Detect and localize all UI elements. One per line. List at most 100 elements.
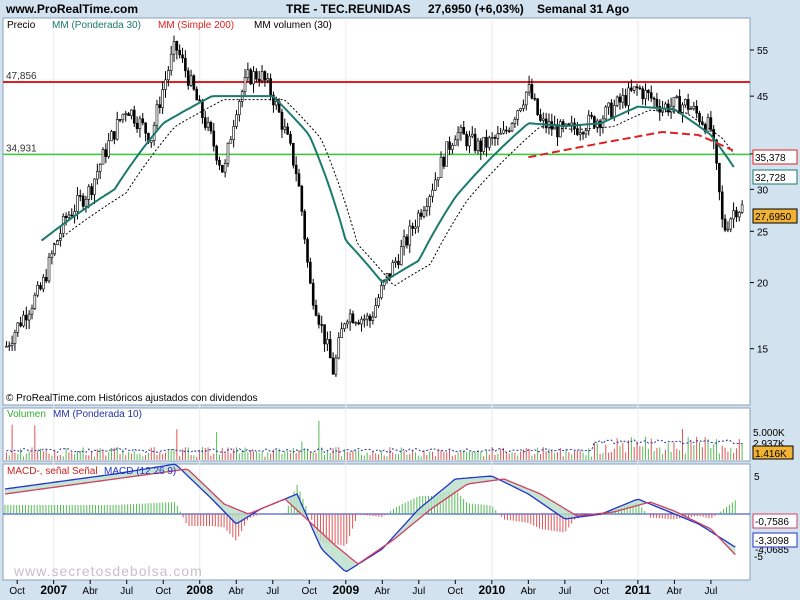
price-bar-body	[158, 104, 162, 108]
price-bar-body	[181, 54, 184, 59]
price-bar-body	[167, 70, 170, 81]
mm30-tag-text: 32,728	[755, 173, 786, 184]
price-bar-body	[252, 71, 255, 85]
price-bar-body	[397, 260, 400, 266]
price-bar-body	[425, 206, 429, 211]
mm200-tag	[752, 149, 798, 165]
price-bar-body	[300, 185, 304, 212]
price-bar-body	[493, 136, 497, 139]
price-bar-body	[527, 84, 531, 93]
price-bar-body	[479, 140, 483, 152]
price-bar-body	[25, 314, 28, 321]
x-tick-label: 2011	[625, 583, 651, 597]
price-tick-label: 15	[757, 345, 769, 356]
price-bar-body	[246, 69, 250, 78]
price-bar-body	[507, 130, 511, 132]
price-tick-label: 55	[757, 46, 769, 57]
price-bar-body	[686, 99, 690, 110]
price-bar-body	[96, 171, 99, 180]
price-tick-label: 30	[757, 185, 769, 196]
price-bar-body	[442, 156, 446, 167]
price-bar-body	[539, 114, 542, 121]
price-bar-body	[675, 96, 679, 98]
x-tick-label: Abr	[667, 586, 683, 597]
signal-line	[4, 468, 736, 565]
price-bar-body	[33, 294, 37, 309]
volume-panel	[2, 407, 751, 462]
price-bar-body	[405, 236, 409, 246]
price-bar-body	[59, 233, 62, 241]
x-tick-label: Abr	[82, 586, 98, 597]
price-bar-body	[468, 135, 471, 147]
price-bar-body	[340, 328, 343, 338]
price-bar-body	[516, 110, 520, 120]
price-bar-body	[351, 313, 355, 324]
x-tick-label: Jul	[705, 586, 718, 597]
price-bar-body	[320, 324, 324, 326]
price-bar-body	[689, 108, 693, 110]
price-bar-body	[618, 96, 622, 103]
x-tick-label: Oct	[448, 586, 464, 597]
mm30-tag	[752, 169, 798, 185]
price-bar-body	[735, 210, 738, 218]
volume-mm-tag-text: 2.937K	[753, 439, 785, 450]
price-bar-body	[513, 119, 517, 124]
price-bar-body	[289, 133, 292, 144]
price-bar-body	[581, 132, 585, 135]
price-bar-body	[215, 145, 218, 161]
price-bar-body	[263, 71, 267, 81]
chart-title: TRE - TEC.REUNIDAS	[286, 2, 411, 16]
macd-hist-tag	[752, 513, 798, 529]
price-bar-body	[559, 121, 562, 138]
price-bar-body	[737, 212, 741, 218]
watermark: www.secretosdebolsa.com	[13, 563, 203, 579]
price-change: 27,6950 (+6,03%)	[428, 2, 524, 16]
macd-panel	[2, 463, 751, 581]
price-bar-body	[314, 304, 318, 316]
price-bar-body	[260, 71, 264, 82]
price-bar-body	[141, 118, 145, 124]
x-tick-label: Abr	[375, 586, 391, 597]
price-bar-body	[155, 104, 159, 126]
price-bar-body	[184, 57, 187, 72]
price-bar-body	[323, 324, 326, 345]
price-bar-body	[422, 210, 426, 217]
price-bar-body	[161, 89, 164, 108]
price-bar-body	[485, 136, 488, 148]
price-bar-body	[354, 322, 358, 324]
price-bar-body	[121, 113, 125, 121]
price-bar-body	[22, 314, 25, 327]
price-bar-body	[206, 121, 210, 128]
price-bar-body	[510, 123, 514, 132]
price-bar-body	[16, 322, 20, 333]
price-tick-label: 45	[757, 92, 769, 103]
price-bar-body	[612, 105, 616, 118]
price-bar-body	[363, 318, 366, 321]
price-bar-body	[505, 129, 508, 132]
price-bar-body	[309, 261, 312, 284]
price-bar-body	[178, 50, 181, 56]
price-bar-body	[647, 89, 650, 93]
price-bar-body	[465, 133, 468, 147]
price-bar-body	[19, 322, 22, 327]
price-bar-body	[53, 244, 57, 255]
price-bar-body	[445, 141, 449, 167]
x-tick-label: 2008	[186, 583, 213, 597]
price-bar-body	[81, 195, 85, 207]
price-bar-body	[706, 117, 710, 133]
volume-tag	[752, 445, 794, 460]
price-bar-body	[365, 315, 369, 320]
price-bar-body	[203, 117, 207, 128]
mm30-dotted-line	[52, 99, 735, 286]
price-bar-body	[311, 282, 315, 306]
price-bar-body	[544, 118, 548, 129]
mm30-line	[40, 95, 735, 284]
x-tick-label: Jul	[120, 586, 133, 597]
price-bar-body	[201, 100, 204, 118]
price-bar-body	[345, 321, 349, 325]
price-bar-body	[164, 79, 167, 90]
price-bar-body	[541, 118, 545, 121]
price-bar-body	[90, 186, 93, 196]
price-bar-body	[283, 126, 287, 130]
